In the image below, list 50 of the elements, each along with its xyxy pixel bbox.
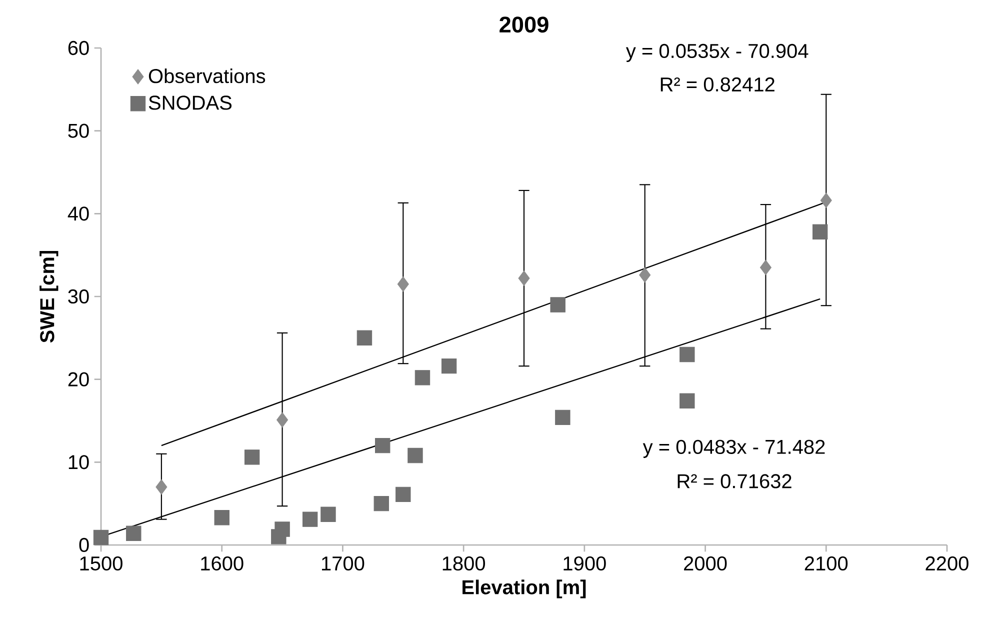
point: [414, 370, 430, 386]
annotation: y = 0.0535x - 70.904: [626, 44, 808, 62]
point: [302, 512, 318, 527]
annotation: R² = 0.82412: [660, 77, 774, 92]
point: [375, 438, 390, 454]
y-tick-label: 50: [68, 124, 89, 138]
annotation: y = 0.0483x - 71.482: [642, 440, 825, 458]
point: [812, 224, 828, 240]
legend-label: SNODAS: [148, 96, 232, 110]
x-tick-label: 1500: [80, 556, 122, 571]
point: [441, 358, 457, 374]
point: [408, 448, 423, 464]
chart-title: 2009: [500, 16, 548, 33]
point: [126, 526, 142, 541]
point: [639, 267, 651, 283]
y-tick-label: 30: [68, 289, 89, 304]
annotation: R² = 0.71632: [678, 474, 792, 488]
point: [320, 506, 336, 522]
x-tick-label: 1900: [564, 556, 606, 571]
point: [93, 530, 109, 546]
point: [374, 496, 389, 512]
point: [274, 522, 290, 537]
point: [396, 486, 411, 502]
x-axis-title: Elevation [m]: [462, 580, 586, 598]
x-tick-label: 2200: [926, 556, 968, 571]
point: [680, 346, 695, 362]
y-tick-label: 60: [68, 40, 89, 56]
y-tick-label: 40: [68, 206, 89, 221]
y-tick-label: 20: [68, 372, 89, 386]
point: [156, 479, 168, 495]
point: [820, 192, 832, 208]
point: [680, 393, 695, 408]
y-tick-label: 10: [68, 455, 89, 470]
point: [276, 412, 288, 428]
point: [518, 270, 530, 286]
x-tick-label: 1800: [442, 556, 486, 571]
x-tick-label: 2000: [684, 556, 727, 571]
point: [356, 330, 372, 346]
point: [555, 410, 570, 426]
legend-label: Observations: [148, 68, 266, 84]
point: [244, 450, 260, 465]
x-tick-label: 2100: [804, 556, 848, 571]
point: [550, 297, 566, 312]
point: [760, 260, 772, 276]
x-tick-label: 1600: [201, 556, 244, 571]
point: [214, 510, 230, 526]
y-axis-title: SWE [cm]: [40, 250, 58, 343]
point: [397, 276, 409, 292]
y-tick-label: 0: [79, 538, 89, 552]
x-tick-label: 1700: [322, 556, 364, 571]
